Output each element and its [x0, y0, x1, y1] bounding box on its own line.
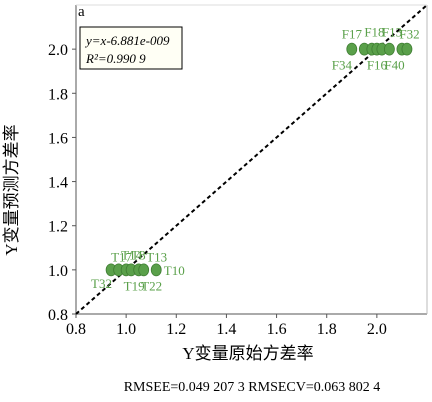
point-label: T17 — [111, 250, 132, 265]
x-tick-label: 1.0 — [116, 321, 136, 338]
plot-area — [75, 4, 428, 315]
x-axis-ticks: 0.8 1.0 1.2 1.4 1.6 1.8 2.0 — [66, 314, 387, 338]
point-label: F13 — [382, 24, 402, 39]
point-label: F18 — [364, 24, 384, 39]
y-tick-label: 2.0 — [48, 42, 68, 59]
y-axis-ticks: 0.8 1.0 1.2 1.4 1.6 1.8 2.0 — [48, 42, 76, 324]
data-point-t10 — [150, 263, 162, 277]
data-point-f40 — [401, 42, 413, 56]
y-tick-label: 1.8 — [48, 86, 68, 103]
point-label: T32 — [91, 276, 112, 291]
equation-text: y=x-6.881e-009 — [84, 33, 170, 48]
y-tick-label: 0.8 — [48, 307, 68, 324]
y-tick-label: 1.4 — [48, 175, 68, 192]
points-group — [105, 42, 413, 277]
x-axis-label: Y变量原始方差率 — [182, 344, 313, 363]
y-tick-label: 1.0 — [48, 263, 68, 280]
point-label: F32 — [399, 27, 419, 42]
x-tick-label: 0.8 — [66, 321, 86, 338]
point-label: F16 — [367, 58, 388, 73]
equation-box: y=x-6.881e-009 R²=0.990 9 — [79, 26, 183, 70]
point-label: T19 — [124, 278, 145, 293]
point-label: F17 — [342, 27, 363, 42]
point-label: T14 — [121, 247, 142, 262]
point-label: T22 — [141, 278, 162, 293]
fit-line — [75, 4, 428, 315]
metrics-text: RMSEE=0.049 207 3 RMSECV=0.063 802 4 — [124, 380, 381, 395]
data-point-t13 — [138, 263, 150, 277]
x-tick-label: 2.0 — [367, 321, 387, 338]
point-label: F34 — [332, 58, 353, 73]
fit-line-group — [75, 4, 428, 315]
point-label: T8 — [131, 247, 145, 262]
equation-box-frame — [79, 26, 183, 70]
y-tick-label: 1.2 — [48, 219, 68, 236]
r-squared-text: R²=0.990 9 — [85, 51, 146, 66]
y-axis-label: Y变量预测方差率 — [2, 124, 21, 255]
x-tick-label: 1.2 — [166, 321, 186, 338]
data-point-f30 — [383, 42, 395, 56]
point-label: F40 — [384, 58, 404, 73]
x-tick-label: 1.6 — [267, 321, 287, 338]
panel-label: a — [78, 4, 85, 20]
x-tick-label: 1.4 — [216, 321, 236, 338]
x-tick-label: 1.8 — [317, 321, 337, 338]
point-label: T10 — [164, 263, 185, 278]
y-tick-label: 1.6 — [48, 130, 68, 147]
point-label: T13 — [146, 250, 167, 265]
data-point-f34 — [346, 42, 358, 56]
